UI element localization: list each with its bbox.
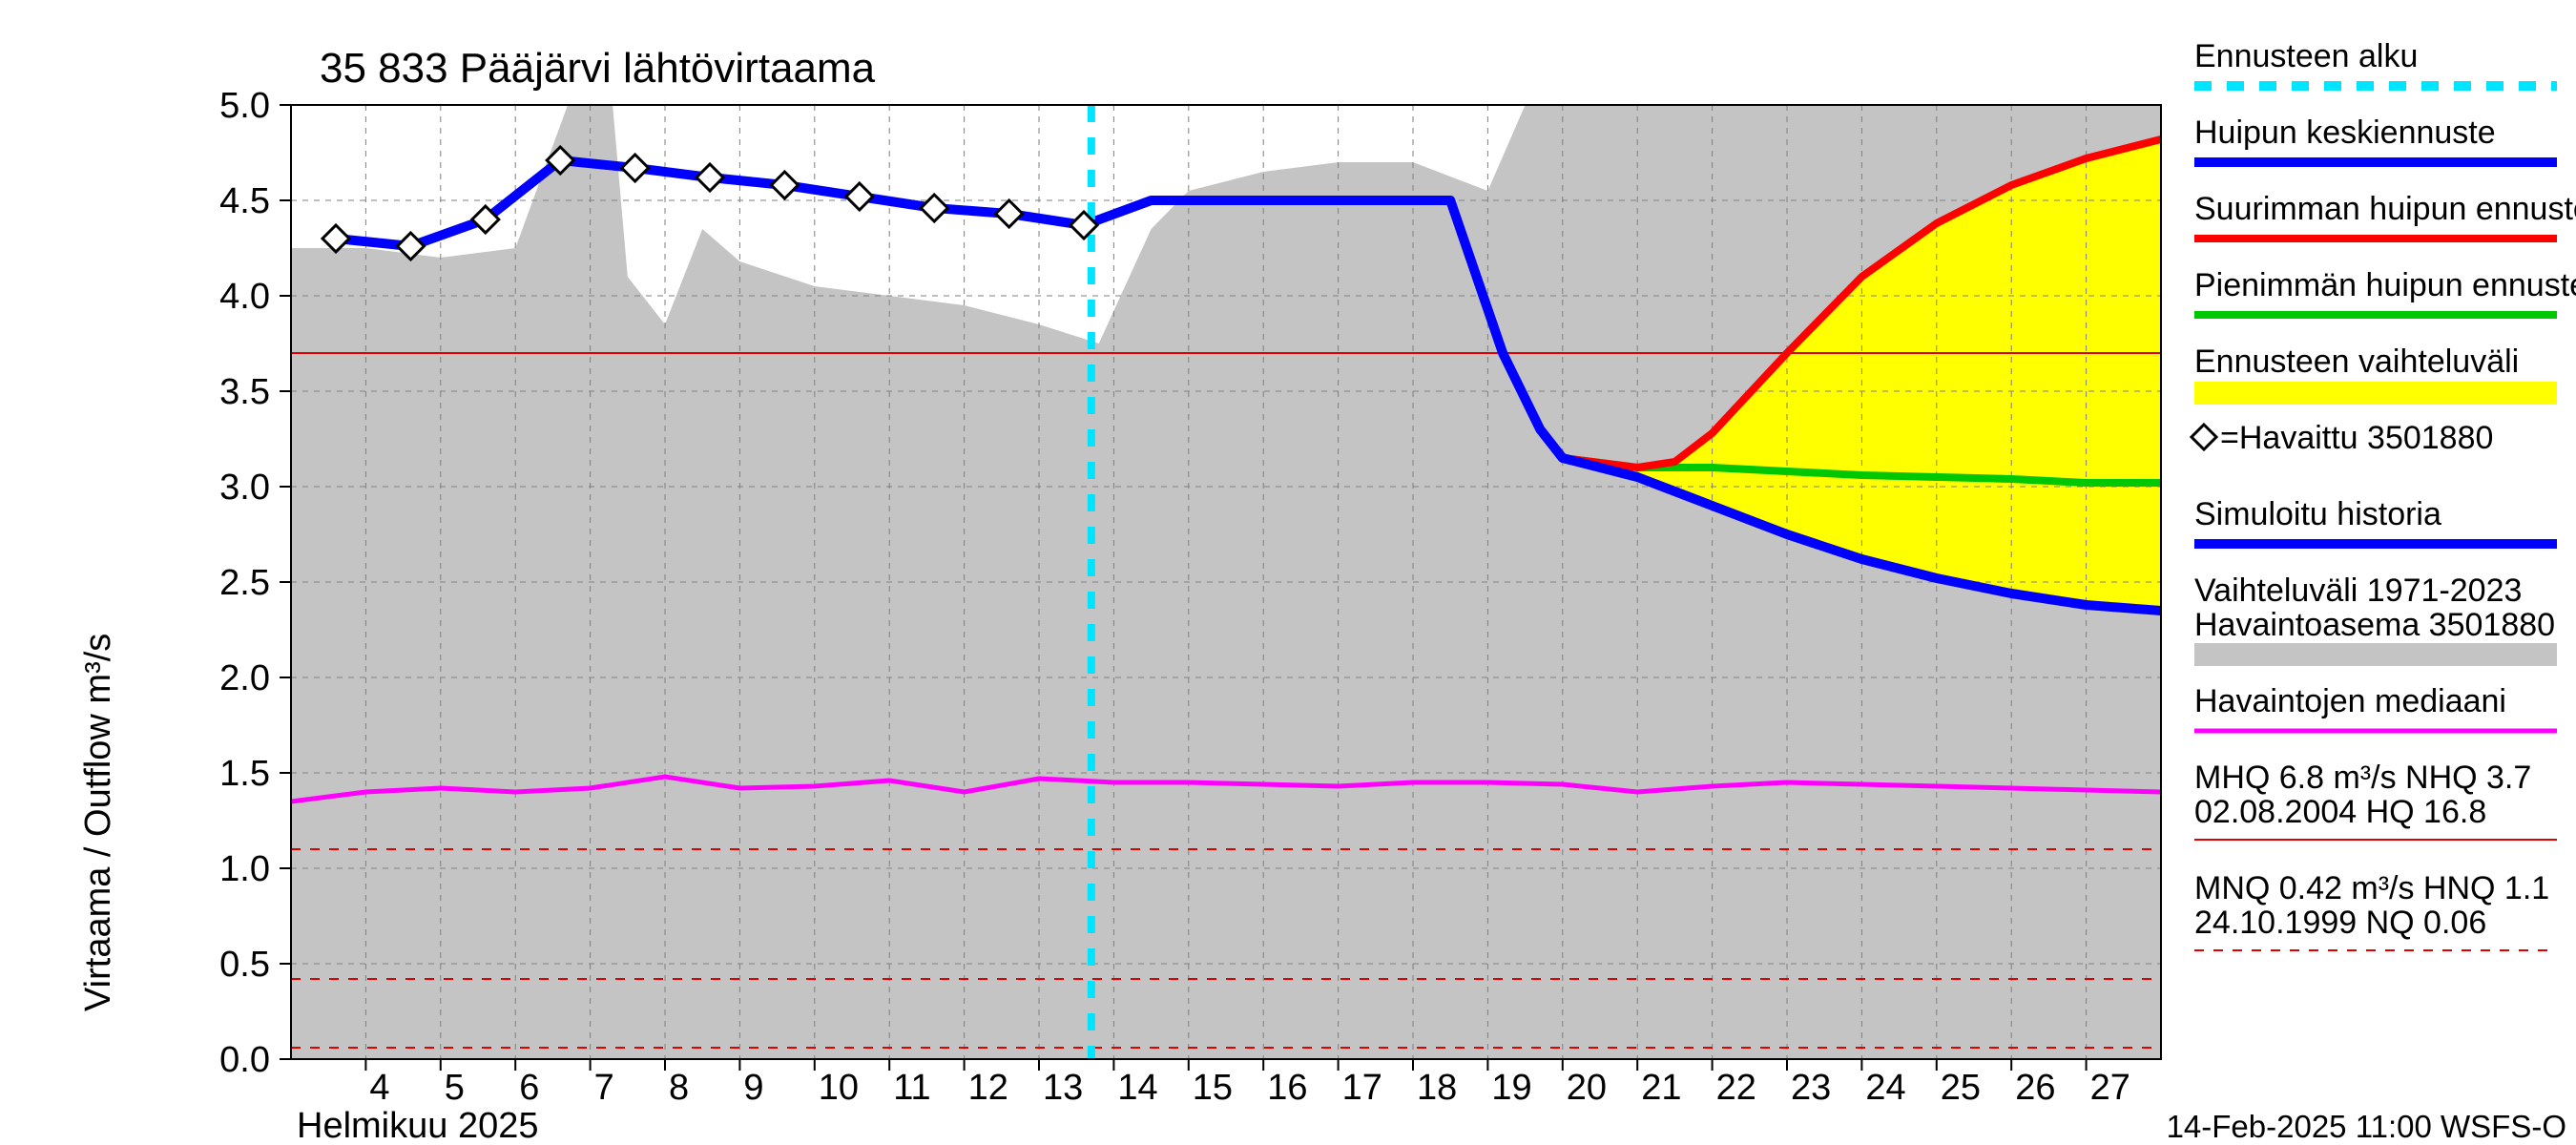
legend-label: =Havaittu 3501880 <box>2220 420 2493 456</box>
x-tick-label: 21 <box>1641 1068 1681 1108</box>
legend-label: Havaintojen mediaani <box>2194 683 2506 719</box>
legend-label: MNQ 0.42 m³/s HNQ 1.1 <box>2194 870 2549 906</box>
legend-label: Havaintoasema 3501880 <box>2194 607 2555 643</box>
x-axis-label-fi: Helmikuu 2025 <box>297 1106 538 1145</box>
legend-label: Simuloitu historia <box>2194 496 2441 532</box>
x-tick-label: 8 <box>669 1068 689 1108</box>
x-tick-label: 22 <box>1716 1068 1756 1108</box>
x-tick-label: 19 <box>1491 1068 1531 1108</box>
x-tick-label: 10 <box>819 1068 859 1108</box>
y-tick-label: 5.0 <box>219 86 270 126</box>
y-tick-label: 0.0 <box>219 1040 270 1080</box>
x-tick-label: 11 <box>893 1068 930 1108</box>
legend-label: Pienimmän huipun ennuste <box>2194 267 2576 303</box>
y-axis-label: Virtaama / Outflow m³/s <box>78 634 118 1011</box>
y-tick-label: 1.5 <box>219 754 270 794</box>
x-tick-label: 20 <box>1567 1068 1607 1108</box>
observed-marker <box>921 195 947 221</box>
y-tick-label: 4.5 <box>219 181 270 221</box>
x-tick-label: 4 <box>369 1068 389 1108</box>
chart-title: 35 833 Pääjärvi lähtövirtaama <box>320 45 876 92</box>
legend-label: Vaihteluväli 1971-2023 <box>2194 572 2522 609</box>
legend-swatch <box>2194 382 2557 405</box>
y-tick-label: 2.0 <box>219 658 270 698</box>
legend-label: MHQ 6.8 m³/s NHQ 3.7 <box>2194 760 2531 796</box>
x-tick-label: 16 <box>1267 1068 1307 1108</box>
x-tick-label: 12 <box>968 1068 1008 1108</box>
y-tick-label: 1.0 <box>219 849 270 889</box>
x-tick-label: 26 <box>2015 1068 2055 1108</box>
x-tick-label: 25 <box>1941 1068 1981 1108</box>
y-tick-label: 4.0 <box>219 277 270 317</box>
observed-marker <box>846 183 873 210</box>
observed-marker <box>996 200 1023 227</box>
x-tick-label: 17 <box>1342 1068 1382 1108</box>
x-tick-label: 6 <box>519 1068 539 1108</box>
legend-label: Suurimman huipun ennuste <box>2194 191 2576 227</box>
chart-container: 0.0 0.5 1.0 1.5 2.0 2.5 3.0 3.5 4.0 4.5 5.0 4 5 6 7 8 9 1… <box>0 0 2576 1145</box>
x-tick-label: 15 <box>1193 1068 1233 1108</box>
x-tick-label: 14 <box>1117 1068 1157 1108</box>
observed-marker <box>771 172 798 198</box>
observed-marker <box>322 225 349 252</box>
legend-label: 24.10.1999 NQ 0.06 <box>2194 905 2486 941</box>
y-tick-label: 0.5 <box>219 945 270 985</box>
legend-label: Huipun keskiennuste <box>2194 114 2496 151</box>
timestamp-label: 14-Feb-2025 11:00 WSFS-O <box>2167 1109 2566 1144</box>
y-tick-label: 3.0 <box>219 468 270 508</box>
x-tick-label: 5 <box>445 1068 465 1108</box>
x-tick-label: 13 <box>1043 1068 1083 1108</box>
y-tick-label: 2.5 <box>219 563 270 603</box>
x-tick-label: 7 <box>594 1068 614 1108</box>
legend-diamond-icon <box>2192 425 2216 449</box>
y-tick-label: 3.5 <box>219 372 270 412</box>
x-tick-label: 23 <box>1791 1068 1831 1108</box>
x-tick-label: 9 <box>743 1068 763 1108</box>
legend-label: Ennusteen alku <box>2194 38 2418 74</box>
legend-label: Ennusteen vaihteluväli <box>2194 344 2519 380</box>
observed-marker <box>622 155 649 181</box>
x-tick-label: 18 <box>1417 1068 1457 1108</box>
x-tick-label: 24 <box>1865 1068 1905 1108</box>
legend-label: 02.08.2004 HQ 16.8 <box>2194 794 2486 830</box>
observed-marker <box>696 164 723 191</box>
chart-svg: 0.0 0.5 1.0 1.5 2.0 2.5 3.0 3.5 4.0 4.5 5.0 4 5 6 7 8 9 1… <box>0 0 2576 1145</box>
x-tick-label: 27 <box>2090 1068 2130 1108</box>
legend-swatch <box>2194 643 2557 666</box>
